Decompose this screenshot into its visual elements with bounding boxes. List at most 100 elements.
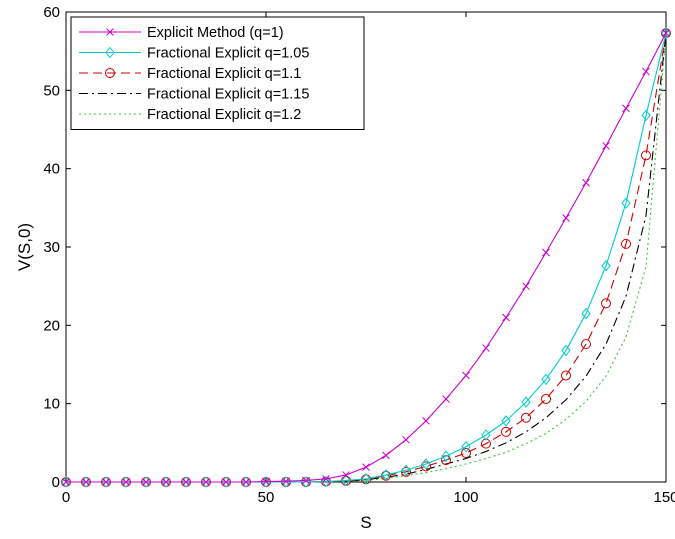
y-tick-label: 0 xyxy=(52,474,60,491)
legend-label: Fractional Explicit q=1.1 xyxy=(147,66,301,82)
legend-marker xyxy=(106,28,114,36)
series-1 xyxy=(62,29,670,486)
data-point xyxy=(501,415,511,427)
data-point xyxy=(601,259,611,272)
data-point xyxy=(421,461,431,472)
y-tick-label: 50 xyxy=(43,82,60,99)
data-point xyxy=(122,478,130,486)
data-point xyxy=(581,339,591,350)
data-point xyxy=(661,27,671,39)
data-point xyxy=(581,307,591,320)
data-point xyxy=(62,478,70,486)
legend-label: Fractional Explicit q=1.05 xyxy=(147,46,309,62)
data-point xyxy=(181,476,191,488)
x-tick-label: 100 xyxy=(453,489,478,506)
data-point xyxy=(641,150,651,161)
data-point xyxy=(222,478,230,486)
data-point xyxy=(521,396,531,408)
data-point xyxy=(182,478,190,486)
data-point xyxy=(101,476,111,488)
data-point xyxy=(521,412,531,423)
data-point xyxy=(421,458,431,470)
data-point xyxy=(541,393,551,404)
data-point xyxy=(282,477,290,486)
data-point xyxy=(402,435,410,444)
data-point xyxy=(481,429,491,441)
x-tick-label: 0 xyxy=(62,489,70,506)
data-point xyxy=(522,282,530,291)
legend-item: Explicit Method (q=1) xyxy=(79,25,284,41)
data-point xyxy=(642,67,650,76)
data-point xyxy=(382,451,390,460)
legend-item: Fractional Explicit q=1.2 xyxy=(79,107,301,123)
data-point xyxy=(221,476,231,488)
data-point xyxy=(142,478,150,486)
data-point xyxy=(381,469,391,481)
legend: Explicit Method (q=1) Fractional Explicit… xyxy=(70,16,365,130)
x-tick-label: 150 xyxy=(653,489,675,506)
data-point xyxy=(281,476,291,488)
legend-item: Fractional Explicit q=1.1 xyxy=(79,66,301,82)
data-point xyxy=(141,476,151,488)
data-point xyxy=(102,478,110,486)
data-point xyxy=(362,463,370,471)
data-point xyxy=(461,440,471,453)
data-point xyxy=(582,178,590,187)
data-point xyxy=(561,344,571,357)
data-point xyxy=(202,478,210,486)
data-point xyxy=(162,478,170,486)
data-point xyxy=(461,448,471,459)
data-point xyxy=(662,29,670,38)
data-point xyxy=(261,476,271,488)
data-point xyxy=(342,471,350,479)
data-point xyxy=(561,370,571,381)
data-point xyxy=(121,476,131,488)
data-point xyxy=(481,438,491,449)
data-point xyxy=(321,475,331,488)
data-point xyxy=(602,142,610,150)
data-point xyxy=(241,476,251,488)
legend-marker xyxy=(105,46,115,59)
data-point xyxy=(61,476,71,488)
data-point xyxy=(542,248,550,257)
data-point xyxy=(242,478,250,486)
data-point xyxy=(322,475,330,483)
legend-label: Fractional Explicit q=1.2 xyxy=(147,107,301,123)
y-axis-label: V(S,0) xyxy=(15,223,34,271)
data-point xyxy=(621,197,631,209)
data-point xyxy=(562,214,570,222)
y-tick-label: 40 xyxy=(43,161,60,178)
data-point xyxy=(262,477,270,486)
data-point xyxy=(81,476,91,488)
data-point xyxy=(482,344,490,352)
data-point xyxy=(401,464,411,477)
data-point xyxy=(502,313,510,322)
y-tick-label: 30 xyxy=(43,239,60,256)
data-point xyxy=(641,109,651,122)
axis-ticks: 0 50 100 150 0 10 20 30 40 50 60 xyxy=(43,4,675,506)
data-point xyxy=(82,478,90,486)
data-point xyxy=(422,417,430,425)
data-point xyxy=(341,474,351,487)
data-point xyxy=(601,298,611,309)
x-tick-label: 50 xyxy=(258,489,275,506)
data-point xyxy=(302,476,310,485)
y-tick-label: 60 xyxy=(43,4,60,21)
legend-label: Explicit Method (q=1) xyxy=(147,25,284,41)
legend-label: Fractional Explicit q=1.15 xyxy=(147,87,309,103)
data-point xyxy=(501,426,511,437)
data-point xyxy=(441,450,451,462)
legend-box xyxy=(70,16,365,130)
data-point xyxy=(161,476,171,488)
series-layer xyxy=(61,27,671,488)
x-axis-label: S xyxy=(360,513,371,532)
data-point xyxy=(462,371,470,380)
data-point xyxy=(621,238,631,249)
legend-marker xyxy=(105,68,115,78)
legend-item: Fractional Explicit q=1.05 xyxy=(79,46,309,62)
y-tick-label: 10 xyxy=(43,396,60,413)
data-point xyxy=(622,104,630,113)
data-point xyxy=(442,395,450,403)
data-point xyxy=(541,373,551,386)
